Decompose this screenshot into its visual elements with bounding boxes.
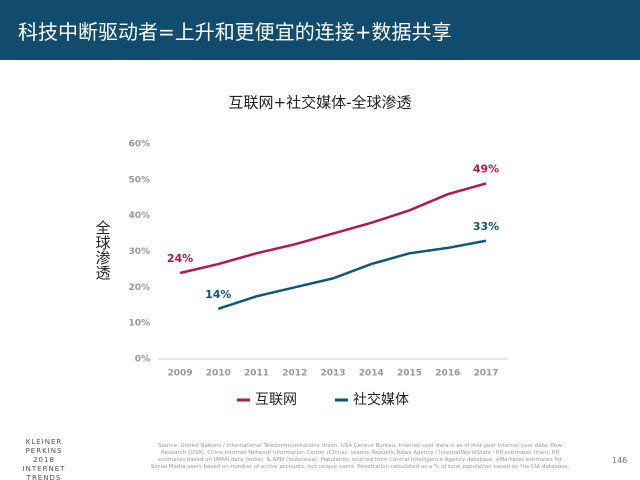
x-tick-label: 2015 <box>397 369 422 379</box>
y-tick-label: 10% <box>128 319 150 329</box>
x-tick-label: 2014 <box>359 369 384 379</box>
data-label: 24% <box>167 252 193 265</box>
x-tick-label: 2012 <box>282 369 307 379</box>
header-bar: 科技中断驱动者=上升和更便宜的连接+数据共享 <box>0 0 640 60</box>
y-axis-label: 全球渗透 <box>94 219 112 281</box>
x-tick-label: 2013 <box>320 369 345 379</box>
y-tick-label: 0% <box>135 355 150 365</box>
series-line <box>217 239 487 311</box>
y-tick-label: 20% <box>128 283 150 293</box>
x-tick-label: 2010 <box>206 369 231 379</box>
brand-line: INTERNET TRENDS <box>22 465 66 480</box>
chart-title: 互联网+社交媒体-全球渗透 <box>229 94 412 112</box>
y-tick-label: 30% <box>128 247 150 257</box>
x-tick-label: 2011 <box>244 369 269 379</box>
legend-label: 社交媒体 <box>353 391 409 408</box>
brand: KLEINER PERKINS 2018 INTERNET TRENDS <box>8 438 80 480</box>
x-tick-label: 2017 <box>473 369 498 379</box>
slide-title: 科技中断驱动者=上升和更便宜的连接+数据共享 <box>18 20 452 44</box>
y-tick-label: 40% <box>128 211 150 221</box>
brand-line: KLEINER PERKINS <box>25 438 63 455</box>
y-tick-label: 60% <box>128 140 150 150</box>
data-label: 49% <box>473 162 499 175</box>
y-tick-label: 50% <box>128 175 150 185</box>
x-tick-label: 2016 <box>435 369 460 379</box>
series-line <box>179 182 487 275</box>
page-number: 146 <box>612 456 628 465</box>
source-note: Source: United Nations / International T… <box>150 443 570 470</box>
x-tick-label: 2009 <box>167 369 192 379</box>
data-label: 33% <box>473 220 499 233</box>
legend-label: 互联网 <box>255 392 297 408</box>
brand-line: 2018 <box>33 456 55 464</box>
data-label: 14% <box>205 288 231 301</box>
